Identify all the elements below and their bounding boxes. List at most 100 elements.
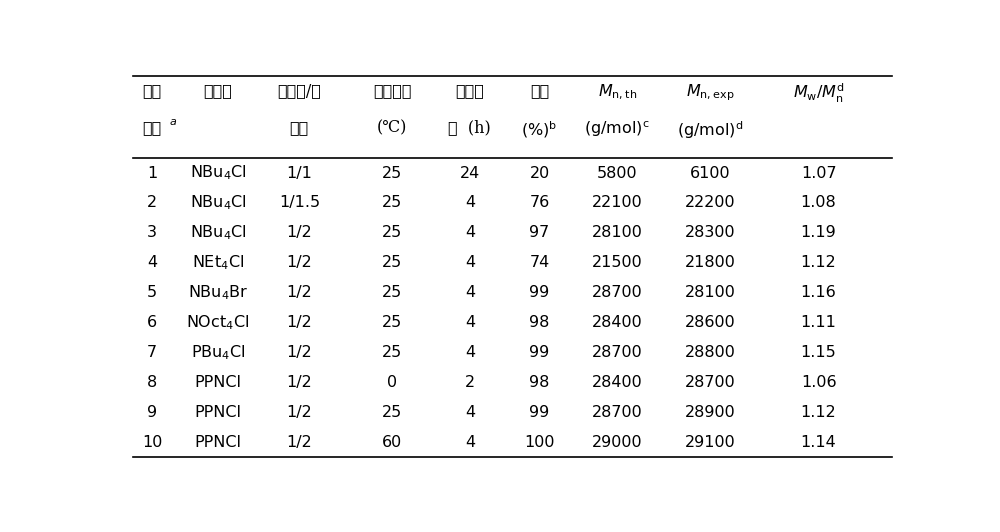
Text: 74: 74 xyxy=(530,255,550,270)
Text: 化剂: 化剂 xyxy=(290,119,309,136)
Text: PPNCl: PPNCl xyxy=(194,435,242,450)
Text: 25: 25 xyxy=(382,195,402,211)
Text: 25: 25 xyxy=(382,345,402,360)
Text: 实验: 实验 xyxy=(143,82,162,99)
Text: 5800: 5800 xyxy=(597,165,637,180)
Text: 1.14: 1.14 xyxy=(801,435,836,450)
Text: 4: 4 xyxy=(465,435,475,450)
Text: 4: 4 xyxy=(465,195,475,211)
Text: 28100: 28100 xyxy=(685,285,736,300)
Text: NBu$_4$Cl: NBu$_4$Cl xyxy=(190,194,246,212)
Text: 6: 6 xyxy=(147,315,157,330)
Text: $M_{\mathrm{n,th}}$: $M_{\mathrm{n,th}}$ xyxy=(598,82,637,102)
Text: $M_{\mathrm{n,exp}}$: $M_{\mathrm{n,exp}}$ xyxy=(686,82,734,103)
Text: 1/2: 1/2 xyxy=(287,435,312,450)
Text: 60: 60 xyxy=(382,435,402,450)
Text: 反应时: 反应时 xyxy=(455,82,484,99)
Text: 编号: 编号 xyxy=(143,119,162,136)
Text: NEt$_4$Cl: NEt$_4$Cl xyxy=(192,253,244,272)
Text: 25: 25 xyxy=(382,405,402,420)
Text: 2: 2 xyxy=(465,375,475,390)
Text: 28800: 28800 xyxy=(685,345,736,360)
Text: 28900: 28900 xyxy=(685,405,736,420)
Text: 1.07: 1.07 xyxy=(801,165,836,180)
Text: 5: 5 xyxy=(147,285,157,300)
Text: 4: 4 xyxy=(465,285,475,300)
Text: 1.15: 1.15 xyxy=(801,345,836,360)
Text: 1/1: 1/1 xyxy=(286,165,312,180)
Text: 1.11: 1.11 xyxy=(801,315,837,330)
Text: 8: 8 xyxy=(147,375,157,390)
Text: 引发剂/催: 引发剂/催 xyxy=(277,82,321,99)
Text: 1/1.5: 1/1.5 xyxy=(279,195,320,211)
Text: 4: 4 xyxy=(465,405,475,420)
Text: 28300: 28300 xyxy=(685,226,735,240)
Text: 100: 100 xyxy=(524,435,555,450)
Text: 99: 99 xyxy=(530,285,550,300)
Text: 25: 25 xyxy=(382,315,402,330)
Text: 引发剂: 引发剂 xyxy=(204,82,232,99)
Text: (℃): (℃) xyxy=(377,119,408,136)
Text: 25: 25 xyxy=(382,255,402,270)
Text: 99: 99 xyxy=(530,345,550,360)
Text: 28700: 28700 xyxy=(592,405,642,420)
Text: 28700: 28700 xyxy=(592,345,642,360)
Text: 4: 4 xyxy=(147,255,157,270)
Text: 1/2: 1/2 xyxy=(287,285,312,300)
Text: (%)$^{\mathrm{b}}$: (%)$^{\mathrm{b}}$ xyxy=(521,119,558,140)
Text: 28100: 28100 xyxy=(592,226,643,240)
Text: 25: 25 xyxy=(382,165,402,180)
Text: 1/2: 1/2 xyxy=(287,255,312,270)
Text: 22100: 22100 xyxy=(592,195,642,211)
Text: 4: 4 xyxy=(465,315,475,330)
Text: 99: 99 xyxy=(530,405,550,420)
Text: a: a xyxy=(169,117,176,127)
Text: 28700: 28700 xyxy=(685,375,736,390)
Text: 25: 25 xyxy=(382,226,402,240)
Text: 反应温度: 反应温度 xyxy=(373,82,412,99)
Text: 24: 24 xyxy=(460,165,480,180)
Text: 1/2: 1/2 xyxy=(287,315,312,330)
Text: 28400: 28400 xyxy=(592,315,642,330)
Text: 4: 4 xyxy=(465,226,475,240)
Text: 2: 2 xyxy=(147,195,157,211)
Text: 1/2: 1/2 xyxy=(287,226,312,240)
Text: 28600: 28600 xyxy=(685,315,736,330)
Text: 9: 9 xyxy=(147,405,157,420)
Text: NOct$_4$Cl: NOct$_4$Cl xyxy=(186,313,250,332)
Text: 1/2: 1/2 xyxy=(287,375,312,390)
Text: 0: 0 xyxy=(387,375,397,390)
Text: 1.06: 1.06 xyxy=(801,375,836,390)
Text: PBu$_4$Cl: PBu$_4$Cl xyxy=(191,343,245,362)
Text: 29000: 29000 xyxy=(592,435,642,450)
Text: 98: 98 xyxy=(529,375,550,390)
Text: 1/2: 1/2 xyxy=(287,345,312,360)
Text: 1: 1 xyxy=(147,165,157,180)
Text: 21500: 21500 xyxy=(592,255,642,270)
Text: 21800: 21800 xyxy=(685,255,736,270)
Text: 4: 4 xyxy=(465,255,475,270)
Text: 20: 20 xyxy=(530,165,550,180)
Text: 间  (h): 间 (h) xyxy=(448,119,491,136)
Text: 1.12: 1.12 xyxy=(801,255,836,270)
Text: (g/mol)$^{\mathrm{d}}$: (g/mol)$^{\mathrm{d}}$ xyxy=(677,119,743,141)
Text: 98: 98 xyxy=(529,315,550,330)
Text: NBu$_4$Br: NBu$_4$Br xyxy=(188,283,248,302)
Text: NBu$_4$Cl: NBu$_4$Cl xyxy=(190,223,246,242)
Text: 收率: 收率 xyxy=(530,82,549,99)
Text: 7: 7 xyxy=(147,345,157,360)
Text: 22200: 22200 xyxy=(685,195,735,211)
Text: 4: 4 xyxy=(465,345,475,360)
Text: PPNCl: PPNCl xyxy=(194,405,242,420)
Text: 28400: 28400 xyxy=(592,375,642,390)
Text: 29100: 29100 xyxy=(685,435,736,450)
Text: PPNCl: PPNCl xyxy=(194,375,242,390)
Text: (g/mol)$^{\mathrm{c}}$: (g/mol)$^{\mathrm{c}}$ xyxy=(584,119,650,139)
Text: 1.19: 1.19 xyxy=(801,226,836,240)
Text: 25: 25 xyxy=(382,285,402,300)
Text: 1.12: 1.12 xyxy=(801,405,836,420)
Text: 1/2: 1/2 xyxy=(287,405,312,420)
Text: 76: 76 xyxy=(530,195,550,211)
Text: $M_{\mathrm{w}}/M_{\mathrm{n}}^{\mathrm{d}}$: $M_{\mathrm{w}}/M_{\mathrm{n}}^{\mathrm{… xyxy=(793,82,845,105)
Text: 10: 10 xyxy=(142,435,162,450)
